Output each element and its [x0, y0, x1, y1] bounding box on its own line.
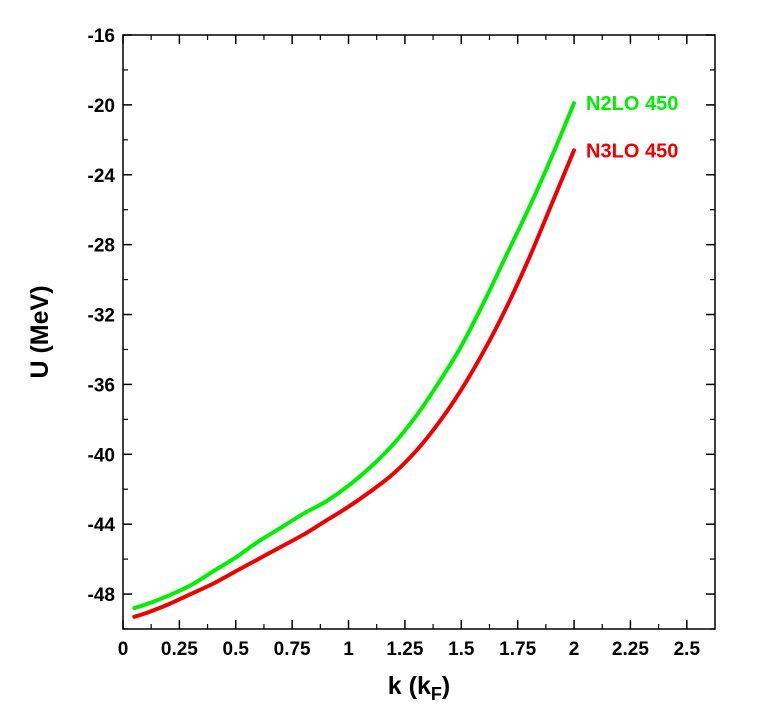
axis-ticks [122, 34, 715, 630]
x-tick-label: 2.5 [674, 639, 701, 660]
x-tick-labels: 0 0.25 0.5 0.75 1 1.25 1.5 1.75 2 2.25 2.5 [118, 639, 701, 660]
y-tick-label: -44 [88, 515, 116, 536]
y-axis-title: U (MeV) [26, 285, 54, 378]
plot-frame [122, 34, 716, 630]
y-tick-label: -24 [88, 166, 116, 187]
series-labels: N2LO 450 N3LO 450 [586, 93, 678, 162]
x-tick-label: 1.25 [386, 639, 423, 660]
y-tick-label: -16 [88, 26, 115, 47]
x-tick-label: 0.75 [274, 639, 311, 660]
y-tick-label: -32 [88, 306, 115, 327]
x-tick-label: 0.25 [161, 639, 198, 660]
y-tick-label: -40 [88, 445, 115, 466]
x-tick-label: 0.5 [223, 639, 250, 660]
series-line-1 [132, 148, 576, 619]
y-tick-labels: -48 -44 -40 -36 -32 -28 -24 -20 -16 [88, 26, 116, 606]
y-tick-label: -36 [88, 375, 115, 396]
x-tick-label: 1.5 [448, 639, 475, 660]
y-tick-label: -20 [88, 96, 115, 117]
series-label: N2LO 450 [586, 93, 678, 115]
x-tick-label: 1.75 [499, 639, 536, 660]
y-tick-label: -28 [88, 236, 115, 257]
series-label: N3LO 450 [586, 140, 678, 162]
series-lines [132, 101, 576, 619]
x-tick-label: 0 [118, 639, 129, 660]
x-tick-label: 2 [569, 639, 580, 660]
x-tick-label: 1 [343, 639, 354, 660]
x-tick-label: 2.25 [612, 639, 649, 660]
y-tick-label: -48 [88, 585, 115, 606]
series-line-0 [132, 101, 576, 610]
x-axis-title: k (kF) [388, 672, 450, 704]
